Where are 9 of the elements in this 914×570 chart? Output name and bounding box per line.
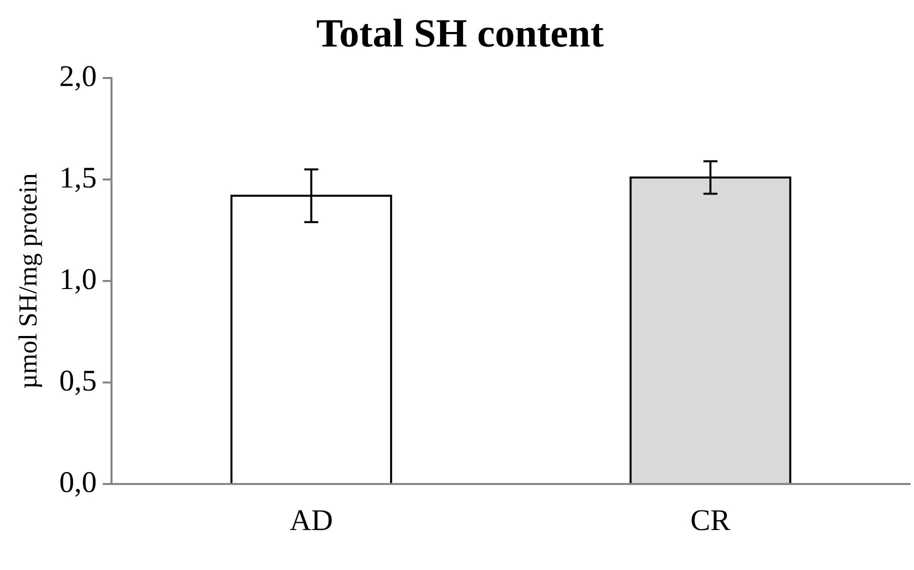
x-tick-label: AD	[290, 504, 333, 537]
y-axis-title: µmol SH/mg protein	[13, 173, 42, 389]
y-tick-label: 1,0	[59, 262, 97, 296]
x-tick-label: CR	[690, 504, 730, 537]
y-tick-label: 2,0	[59, 60, 97, 93]
y-tick-label: 0,5	[59, 364, 97, 398]
chart-title: Total SH content	[316, 10, 604, 56]
y-tick-label: 1,5	[59, 161, 97, 194]
y-tick-label: 0,0	[59, 466, 97, 499]
